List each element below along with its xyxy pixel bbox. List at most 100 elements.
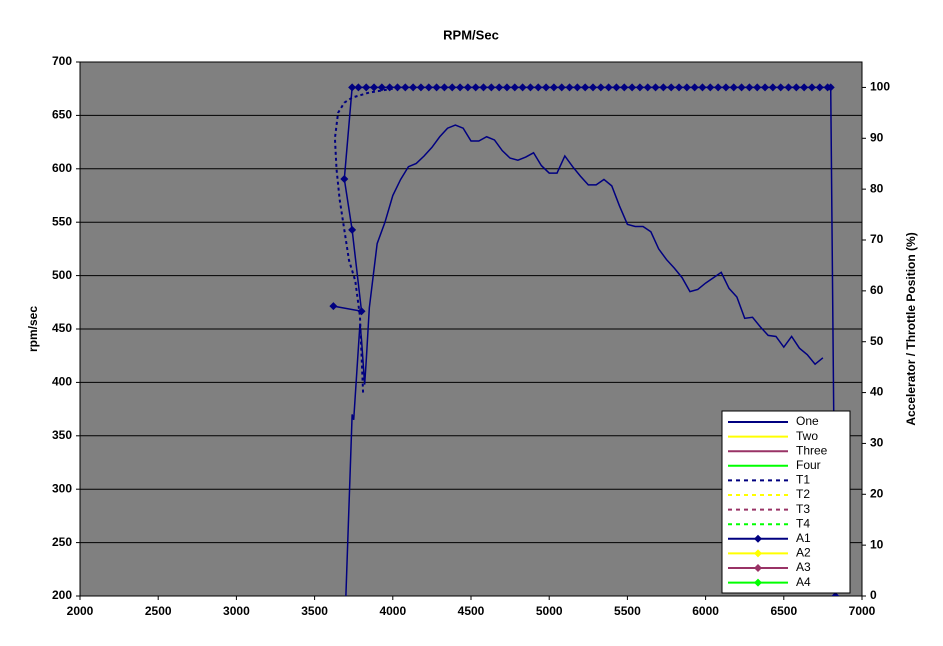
- series-layer: [329, 83, 840, 596]
- legend-label: Four: [796, 458, 821, 472]
- data-point: [682, 83, 691, 92]
- data-point: [479, 83, 488, 92]
- y-tick-label: 350: [52, 428, 72, 442]
- data-point: [675, 83, 684, 92]
- data-point: [573, 83, 582, 92]
- y2-tick-label: 50: [870, 334, 884, 348]
- series-line: [345, 124, 824, 596]
- data-point: [487, 83, 496, 92]
- data-point: [495, 83, 504, 92]
- data-point: [362, 83, 371, 92]
- data-point: [729, 83, 738, 92]
- data-point: [792, 83, 801, 92]
- x-tick-label: 4500: [458, 604, 485, 618]
- y2-tick-label: 20: [870, 486, 884, 500]
- data-point: [448, 83, 457, 92]
- data-point: [776, 83, 785, 92]
- data-point: [409, 83, 418, 92]
- x-tick-label: 3500: [301, 604, 328, 618]
- data-point: [393, 83, 402, 92]
- data-point: [329, 302, 338, 311]
- data-point: [463, 83, 472, 92]
- legend-label: A3: [796, 560, 811, 574]
- x-tick-label: 3000: [223, 604, 250, 618]
- x-tick-label: 7000: [849, 604, 876, 618]
- y2-tick-label: 70: [870, 232, 884, 246]
- y2-tick-label: 30: [870, 436, 884, 450]
- y-tick-label: 700: [52, 54, 72, 68]
- data-point: [416, 83, 425, 92]
- data-point: [604, 83, 613, 92]
- data-point: [690, 83, 699, 92]
- y-axis-label: rpm/sec: [26, 306, 40, 352]
- data-point: [348, 225, 357, 234]
- data-point: [612, 83, 621, 92]
- legend-label: T1: [796, 473, 810, 487]
- y-tick-label: 500: [52, 268, 72, 282]
- data-point: [456, 83, 465, 92]
- data-point: [401, 83, 410, 92]
- y-tick-label: 300: [52, 481, 72, 495]
- y2-tick-label: 90: [870, 130, 884, 144]
- data-point: [354, 83, 363, 92]
- data-point: [557, 83, 566, 92]
- data-point: [643, 83, 652, 92]
- data-point: [635, 83, 644, 92]
- data-point: [596, 83, 605, 92]
- data-point: [831, 592, 840, 596]
- y-tick-label: 250: [52, 535, 72, 549]
- data-point: [348, 83, 357, 92]
- legend-label: Two: [796, 429, 818, 443]
- data-point: [510, 83, 519, 92]
- data-point: [549, 83, 558, 92]
- legend-label: A4: [796, 575, 811, 589]
- data-point: [357, 307, 366, 316]
- data-point: [698, 83, 707, 92]
- y2-tick-label: 10: [870, 537, 884, 551]
- legend-box: [721, 410, 851, 594]
- data-point: [588, 83, 597, 92]
- data-point: [502, 83, 511, 92]
- data-point: [800, 83, 809, 92]
- y-tick-label: 400: [52, 375, 72, 389]
- y2-tick-label: 80: [870, 181, 884, 195]
- data-point: [385, 83, 394, 92]
- y2-tick-label: 60: [870, 283, 884, 297]
- data-point: [706, 83, 715, 92]
- data-point: [370, 83, 379, 92]
- x-tick-label: 2500: [145, 604, 172, 618]
- data-point: [534, 83, 543, 92]
- data-point: [761, 83, 770, 92]
- data-point: [424, 83, 433, 92]
- y2-tick-label: 0: [870, 588, 877, 602]
- y-tick-label: 200: [52, 588, 72, 602]
- data-point: [581, 83, 590, 92]
- x-tick-label: 5000: [536, 604, 563, 618]
- data-point: [721, 83, 730, 92]
- legend-label: T3: [796, 502, 810, 516]
- x-tick-label: 5500: [614, 604, 641, 618]
- legend-label: T2: [796, 487, 810, 501]
- data-point: [807, 83, 816, 92]
- y2-tick-label: 40: [870, 385, 884, 399]
- data-point: [471, 83, 480, 92]
- data-point: [440, 83, 449, 92]
- data-point: [651, 83, 660, 92]
- data-point: [377, 83, 386, 92]
- legend-marker: [754, 578, 762, 587]
- legend-label: A1: [796, 531, 811, 545]
- data-point: [565, 83, 574, 92]
- data-point: [815, 83, 824, 92]
- data-point: [745, 83, 754, 92]
- data-point: [526, 83, 535, 92]
- legend-marker: [754, 549, 762, 558]
- legend-marker: [754, 564, 762, 572]
- data-point: [340, 174, 349, 183]
- data-point: [737, 83, 746, 92]
- data-point: [518, 83, 527, 92]
- y-tick-label: 450: [52, 321, 72, 335]
- data-point: [659, 83, 668, 92]
- x-tick-label: 4000: [379, 604, 406, 618]
- data-point: [628, 83, 637, 92]
